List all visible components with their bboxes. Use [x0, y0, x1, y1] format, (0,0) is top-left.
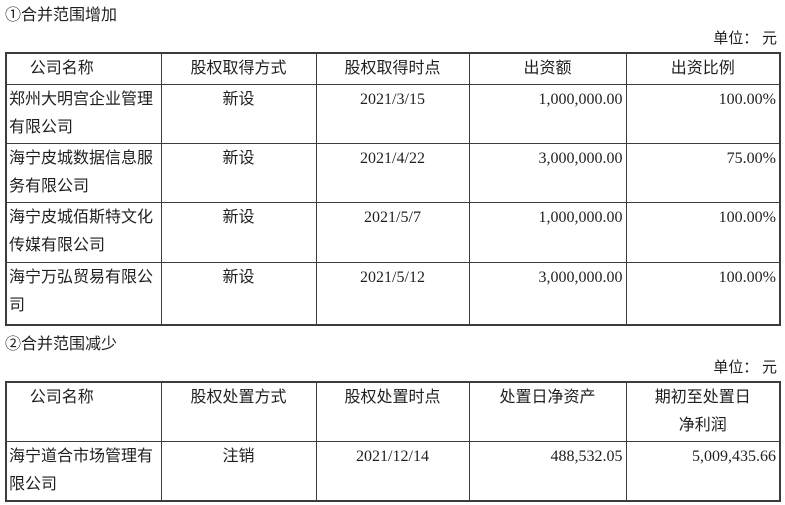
cell-company: 郑州大明宫企业管理有限公司 — [5, 84, 162, 144]
cell-ratio: 100.00% — [625, 262, 781, 325]
cell-company: 海宁道合市场管理有限公司 — [5, 441, 162, 502]
section2-title: ②合并范围减少 — [5, 335, 118, 353]
cell-company: 海宁万弘贸易有限公司 — [5, 262, 162, 325]
table-row: 海宁皮城佰斯特文化传媒有限公司 新设 2021/5/7 1,000,000.00… — [5, 202, 781, 263]
cell-company: 海宁皮城佰斯特文化传媒有限公司 — [5, 202, 162, 263]
cell-method: 新设 — [160, 84, 317, 144]
cell-amount: 1,000,000.00 — [468, 84, 627, 144]
table2-header-row: 公司名称 股权处置方式 股权处置时点 处置日净资产 期初至处置日 净利润 — [5, 381, 781, 442]
cell-date: 2021/5/12 — [315, 262, 470, 325]
table2-col-header-net-assets: 处置日净资产 — [468, 381, 627, 442]
table-row: 海宁万弘贸易有限公司 新设 2021/5/12 3,000,000.00 100… — [5, 262, 781, 325]
table1-col-header-method: 股权取得方式 — [160, 52, 317, 85]
cell-company: 海宁皮城数据信息服务有限公司 — [5, 143, 162, 203]
table1-col-header-company: 公司名称 — [5, 52, 162, 85]
cell-date: 2021/4/22 — [315, 143, 470, 203]
cell-method: 新设 — [160, 202, 317, 263]
cell-net-profit: 5,009,435.66 — [625, 441, 781, 502]
cell-ratio: 75.00% — [625, 143, 781, 203]
table2-col-header-company: 公司名称 — [5, 381, 162, 442]
table1-col-header-amount: 出资额 — [468, 52, 627, 85]
table-row: 郑州大明宫企业管理有限公司 新设 2021/3/15 1,000,000.00 … — [5, 84, 781, 144]
cell-date: 2021/12/14 — [315, 441, 470, 502]
table2-col-header-net-profit: 期初至处置日 净利润 — [625, 381, 781, 442]
unit-label-1: 单位： 元 — [713, 31, 777, 47]
consolidation-decrease-table: 公司名称 股权处置方式 股权处置时点 处置日净资产 期初至处置日 净利润 海宁道… — [5, 380, 781, 502]
cell-amount: 1,000,000.00 — [468, 202, 627, 263]
cell-net-assets: 488,532.05 — [468, 441, 627, 502]
cell-date: 2021/5/7 — [315, 202, 470, 263]
cell-method: 新设 — [160, 262, 317, 325]
cell-method: 新设 — [160, 143, 317, 203]
cell-amount: 3,000,000.00 — [468, 262, 627, 325]
cell-method: 注销 — [160, 441, 317, 502]
table-row: 海宁皮城数据信息服务有限公司 新设 2021/4/22 3,000,000.00… — [5, 143, 781, 203]
table2-col-header-time: 股权处置时点 — [315, 381, 470, 442]
cell-ratio: 100.00% — [625, 202, 781, 263]
table-row: 海宁道合市场管理有限公司 注销 2021/12/14 488,532.05 5,… — [5, 441, 781, 502]
table1-header-row: 公司名称 股权取得方式 股权取得时点 出资额 出资比例 — [5, 52, 781, 85]
cell-date: 2021/3/15 — [315, 84, 470, 144]
cell-amount: 3,000,000.00 — [468, 143, 627, 203]
table1-col-header-time: 股权取得时点 — [315, 52, 470, 85]
table2-col-header-method: 股权处置方式 — [160, 381, 317, 442]
table1-col-header-ratio: 出资比例 — [625, 52, 781, 85]
cell-ratio: 100.00% — [625, 84, 781, 144]
consolidation-increase-table: 公司名称 股权取得方式 股权取得时点 出资额 出资比例 郑州大明宫企业管理有限公… — [5, 52, 781, 326]
section1-title: ①合并范围增加 — [5, 7, 118, 24]
unit-label-2: 单位： 元 — [713, 359, 777, 376]
